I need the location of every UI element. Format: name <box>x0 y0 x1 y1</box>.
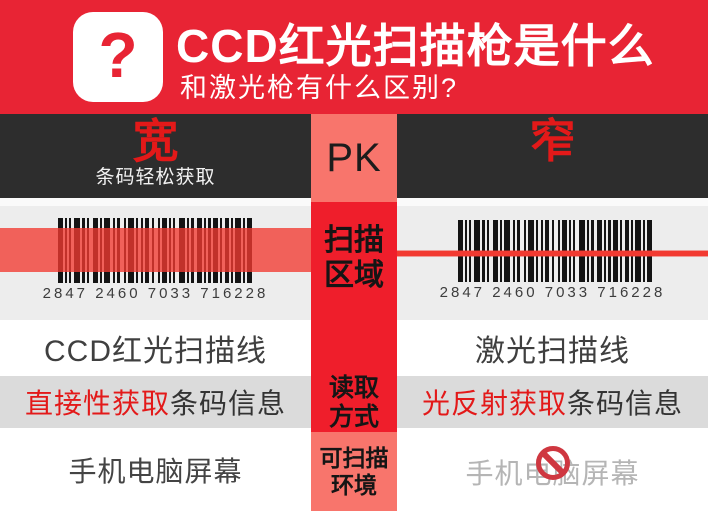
wide-red-scanline <box>0 228 311 272</box>
environment-left: 手机电脑屏幕 <box>68 455 243 487</box>
read-mode-label: 读取 方式 <box>328 374 379 431</box>
ccd-scanline-label: CCD红光扫描线 <box>44 335 267 368</box>
read-mode-right: 光反射获取 条码信息 <box>397 376 708 428</box>
prohibition-icon <box>536 446 570 480</box>
read-mode-left-em: 直接性获取 <box>24 388 170 419</box>
barcode-number-right: 2847 2460 7033 716228 <box>439 284 666 301</box>
header-banner: ? CCD红光扫描枪是什么 和激光枪有什么区别? <box>0 0 708 114</box>
question-mark-icon: ? <box>73 12 163 102</box>
compare-left-header: 宽 条码轻松获取 <box>0 114 311 198</box>
read-mode-right-em: 光反射获取 <box>421 388 567 419</box>
page-title: CCD红光扫描枪是什么 <box>176 20 655 72</box>
read-mode-right-rest: 条码信息 <box>567 388 684 419</box>
narrow-label: 窄 <box>529 115 576 167</box>
narrow-red-scanline <box>397 251 708 256</box>
environment-label: 可扫描 环境 <box>319 445 389 498</box>
read-mode-left-rest: 条码信息 <box>170 388 287 419</box>
page-subtitle: 和激光枪有什么区别? <box>180 73 459 103</box>
right-barcode-panel: 2847 2460 7033 716228 <box>397 206 708 320</box>
pk-column: PK 扫描 区域 读取 方式 可扫描 环境 <box>311 114 397 511</box>
compare-right-header: 窄 <box>397 114 708 198</box>
pk-label: PK <box>311 114 397 202</box>
wide-sublabel: 条码轻松获取 <box>95 167 216 188</box>
scan-area-label: 扫描 区域 <box>324 224 384 292</box>
barcode-number-left: 2847 2460 7033 716228 <box>42 285 269 302</box>
read-mode-left: 直接性获取 条码信息 <box>0 376 311 428</box>
wide-label: 宽 <box>132 115 179 167</box>
laser-scanline-label: 激光扫描线 <box>475 335 630 368</box>
pk-column-bottom: 可扫描 环境 <box>311 432 397 511</box>
pk-column-middle: 扫描 区域 读取 方式 <box>311 202 397 432</box>
